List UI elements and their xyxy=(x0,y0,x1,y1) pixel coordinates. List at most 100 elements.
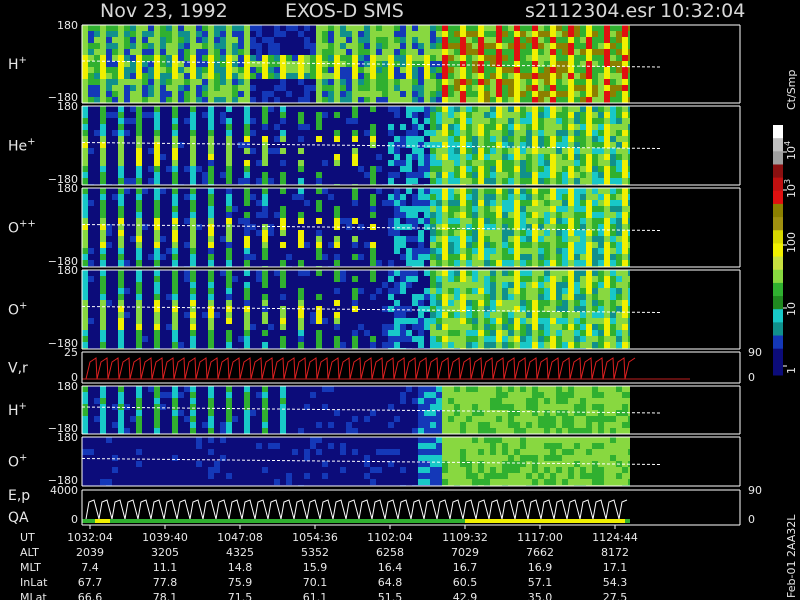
spectrogram-cell xyxy=(532,254,538,260)
spectrogram-cell xyxy=(268,260,274,266)
spectrogram-cell xyxy=(502,112,508,118)
spectrogram-cell xyxy=(256,212,262,218)
spectrogram-cell xyxy=(610,230,616,236)
spectrogram-cell xyxy=(238,55,244,61)
spectrogram-cell xyxy=(202,276,208,282)
spectrogram-cell xyxy=(190,172,196,178)
spectrogram-cell xyxy=(340,172,346,178)
spectrogram-cell xyxy=(574,276,580,282)
spectrogram-cell xyxy=(436,288,442,294)
spectrogram-cell xyxy=(256,200,262,206)
spectrogram-cell xyxy=(556,25,562,31)
spectrogram-cell xyxy=(376,79,382,85)
spectrogram-cell xyxy=(346,218,352,224)
spectrogram-cell xyxy=(388,55,394,61)
spectrogram-cell xyxy=(244,324,250,330)
spectrogram-cell xyxy=(298,91,304,97)
spectrogram-cell xyxy=(238,260,244,266)
spectrogram-cell xyxy=(574,260,580,266)
spectrogram-cell xyxy=(586,330,592,336)
spectrogram-cell xyxy=(514,166,520,172)
spectrogram-cell xyxy=(394,324,400,330)
spectrogram-cell xyxy=(526,194,532,200)
spectrogram-cell xyxy=(220,318,226,324)
spectrogram-cell xyxy=(448,224,454,230)
spectrogram-cell xyxy=(280,330,286,336)
spectrogram-cell xyxy=(328,148,334,154)
spectrogram-cell xyxy=(184,154,190,160)
spectrogram-cell xyxy=(82,300,88,306)
spectrogram-cell xyxy=(622,55,628,61)
spectrogram-cell xyxy=(286,294,292,300)
spectrogram-cell xyxy=(532,166,538,172)
spectrogram-cell xyxy=(220,85,226,91)
spectrogram-cell xyxy=(202,79,208,85)
spectrogram-cell xyxy=(88,178,94,184)
spectrogram-cell xyxy=(118,49,124,55)
spectrogram-cell xyxy=(562,61,568,67)
spectrogram-cell xyxy=(340,79,346,85)
spectrogram-cell xyxy=(448,79,454,85)
spectrogram-cell xyxy=(256,130,262,136)
spectrogram-cell xyxy=(490,178,496,184)
spectrogram-cell xyxy=(322,112,328,118)
spectrogram-cell xyxy=(346,91,352,97)
spectrogram-cell xyxy=(226,91,232,97)
spectrogram-cell xyxy=(94,91,100,97)
spectrogram-cell xyxy=(418,294,424,300)
spectrogram-cell xyxy=(112,118,118,124)
spectrogram-cell xyxy=(580,172,586,178)
spectrogram-cell xyxy=(514,242,520,248)
spectrogram-cell xyxy=(628,91,630,97)
spectrogram-cell xyxy=(202,91,208,97)
spectrogram-cell xyxy=(574,37,580,43)
spectrogram-cell xyxy=(562,160,568,166)
spectrogram-cell xyxy=(358,61,364,67)
spectrogram-cell xyxy=(88,166,94,172)
spectrogram-cell xyxy=(556,37,562,43)
spectrogram-cell xyxy=(160,194,166,200)
spectrogram-cell xyxy=(112,61,118,67)
spectrogram-cell xyxy=(328,230,334,236)
spectrogram-cell xyxy=(454,142,460,148)
spectrogram-cell xyxy=(184,166,190,172)
spectrogram-cell xyxy=(400,230,406,236)
spectrogram-cell xyxy=(238,43,244,49)
spectrogram-cell xyxy=(394,260,400,266)
spectrogram-cell xyxy=(466,212,472,218)
spectrogram-cell xyxy=(502,224,508,230)
spectrogram-cell xyxy=(538,31,544,37)
spectrogram-cell xyxy=(598,254,604,260)
spectrogram-cell xyxy=(496,79,502,85)
spectrogram-cell xyxy=(220,91,226,97)
spectrogram-cell xyxy=(316,188,322,194)
spectrogram-cell xyxy=(370,118,376,124)
spectrogram-cell xyxy=(418,112,424,118)
spectrogram-cell xyxy=(352,160,358,166)
spectrogram-cell xyxy=(586,342,592,348)
spectrogram-cell xyxy=(100,172,106,178)
spectrogram-cell xyxy=(418,260,424,266)
spectrogram-cell xyxy=(616,61,622,67)
spectrogram-cell xyxy=(376,106,382,112)
spectrogram-cell xyxy=(568,79,574,85)
spectrogram-cell xyxy=(358,160,364,166)
spectrogram-cell xyxy=(604,270,610,276)
spectrogram-cell xyxy=(154,136,160,142)
spectrogram-cell xyxy=(496,166,502,172)
spectrogram-cell xyxy=(562,324,568,330)
spectrogram-cell xyxy=(118,97,124,103)
spectrogram-cell xyxy=(472,282,478,288)
spectrogram-cell xyxy=(406,194,412,200)
spectrogram-cell xyxy=(178,130,184,136)
spectrogram-cell xyxy=(178,154,184,160)
spectrogram-cell xyxy=(514,61,520,67)
spectrogram-cell xyxy=(412,55,418,61)
spectrogram-cell xyxy=(202,148,208,154)
spectrogram-cell xyxy=(598,260,604,266)
spectrogram-cell xyxy=(514,97,520,103)
spectrogram-cell xyxy=(574,242,580,248)
spectrogram-cell xyxy=(304,55,310,61)
spectrogram-cell xyxy=(184,49,190,55)
